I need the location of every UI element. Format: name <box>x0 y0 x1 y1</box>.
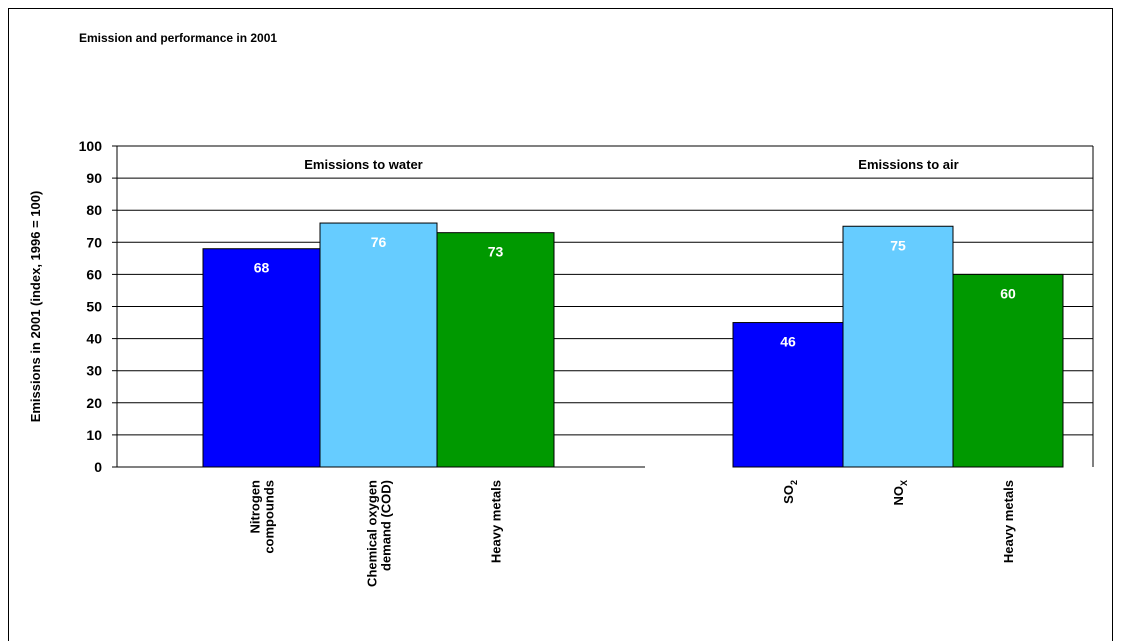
bar-value-label: 46 <box>780 334 796 350</box>
y-tick-label: 20 <box>86 395 102 411</box>
y-tick-label: 40 <box>86 331 102 347</box>
bar <box>732 322 844 468</box>
bar <box>842 225 954 468</box>
y-tick-label: 60 <box>86 266 102 282</box>
y-tick-label: 0 <box>94 459 102 475</box>
bar-value-label: 73 <box>488 244 504 260</box>
y-tick-label: 70 <box>86 234 102 250</box>
category-label: Chemical oxygendemand (COD) <box>365 480 394 587</box>
category-label: Heavy metals <box>1001 480 1016 563</box>
y-tick-label: 100 <box>79 138 103 154</box>
y-tick-label: 10 <box>86 427 102 443</box>
bar-value-label: 76 <box>371 234 387 250</box>
category-label: SO2 <box>781 480 799 504</box>
y-axis-title: Emissions in 2001 (index, 1996 = 100) <box>28 191 43 423</box>
category-label: Nitrogencompounds <box>248 480 277 554</box>
bar <box>202 248 321 468</box>
y-tick-label: 30 <box>86 363 102 379</box>
y-tick-label: 50 <box>86 299 102 315</box>
bar-value-label: 68 <box>254 260 270 276</box>
group-label: Emissions to air <box>858 157 958 172</box>
bar <box>952 273 1064 468</box>
labels: 0 10 20 30 40 50 60 70 80 90 100 Emissions in 2001 … <box>28 138 1016 587</box>
y-tick-label: 90 <box>86 170 102 186</box>
chart-frame <box>8 8 1113 641</box>
bars <box>202 222 1064 468</box>
bar <box>319 222 438 468</box>
chart-title: Emission and performance in 2001 <box>79 31 278 45</box>
bar <box>436 232 555 468</box>
bar-value-label: 60 <box>1000 285 1016 301</box>
y-tick-label: 80 <box>86 202 102 218</box>
bar-value-label: 75 <box>890 237 906 253</box>
group-label: Emissions to water <box>304 157 422 172</box>
category-label: Heavy metals <box>489 480 504 563</box>
category-label: NOX <box>891 480 909 506</box>
